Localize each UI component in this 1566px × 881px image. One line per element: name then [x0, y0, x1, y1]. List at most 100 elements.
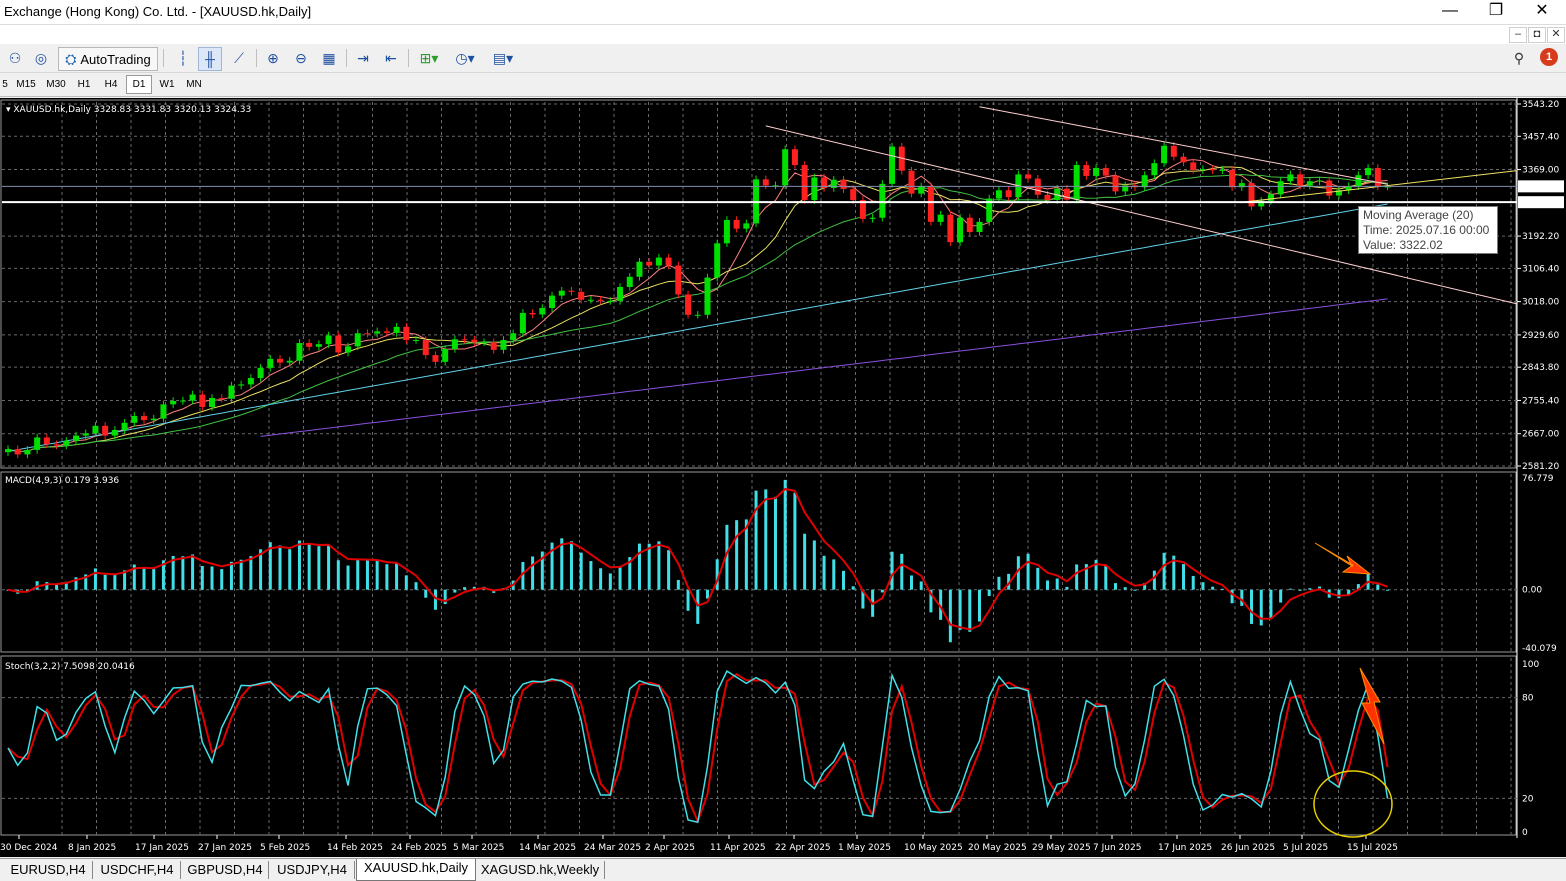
timeframe-h4[interactable]: H4 — [104, 79, 118, 90]
stoch-tick-label: 0 — [1522, 828, 1528, 838]
macd-histogram-bar — [531, 556, 535, 590]
macd-histogram-bar — [1250, 589, 1254, 624]
macd-histogram-bar — [754, 490, 758, 590]
date-label: 29 May 2025 — [1032, 843, 1091, 853]
candlestick-icon[interactable]: ╫ — [198, 47, 222, 71]
candle-body — [918, 186, 925, 194]
maximize-button[interactable]: ❐ — [1488, 2, 1504, 19]
macd-histogram-bar — [599, 568, 603, 590]
candle-body — [238, 384, 245, 386]
candle-body — [976, 221, 983, 233]
price-tick-label: 3457.40 — [1522, 132, 1559, 142]
candle-body — [889, 146, 896, 184]
timeframe-mn[interactable]: MN — [186, 79, 202, 90]
macd-histogram-bar — [443, 589, 447, 605]
timeframe-bar: 5 M15 M30 H1 H4 D1 W1 MN — [0, 73, 1566, 97]
timeframe-m30[interactable]: M30 — [46, 79, 66, 90]
macd-histogram-bar — [191, 554, 195, 590]
tile-windows-icon[interactable]: ▦ — [322, 50, 336, 66]
candle-body — [1345, 186, 1352, 191]
macd-histogram-bar — [705, 589, 709, 599]
moving-average-100 — [7, 203, 1388, 452]
candle-body — [519, 312, 526, 334]
candle-body — [315, 344, 322, 347]
candle-body — [1238, 183, 1245, 188]
price-tick-label: 2667.00 — [1522, 430, 1559, 440]
macd-histogram-bar — [278, 545, 282, 590]
timeframe-d1[interactable]: D1 — [126, 75, 152, 94]
indicators-icon[interactable]: ⊞▾ — [419, 50, 439, 66]
macd-histogram-bar — [1337, 589, 1341, 599]
child-close-button[interactable]: ✕ — [1547, 27, 1565, 43]
date-label: 17 Jan 2025 — [135, 843, 189, 853]
chart-tab[interactable]: EURUSD,H4 — [4, 861, 93, 879]
templates-icon[interactable]: ▤▾ — [492, 50, 514, 66]
chart-shift-icon[interactable]: ⇥ — [357, 50, 369, 66]
macd-histogram-bar — [84, 574, 88, 590]
candle-body — [762, 179, 769, 186]
signals-icon[interactable]: ◎ — [34, 50, 48, 66]
autotrading-button[interactable]: ⛭ AutoTrading — [58, 47, 158, 71]
candle-body — [1287, 174, 1294, 182]
macd-histogram-bar — [1075, 564, 1079, 590]
search-icon[interactable]: ⚲ — [1513, 50, 1525, 66]
candle-body — [1073, 165, 1080, 200]
macd-histogram-bar — [783, 479, 787, 590]
minimize-button[interactable]: — — [1442, 2, 1458, 19]
chart-tab[interactable]: GBPUSD,H4 — [182, 861, 269, 879]
candle-body — [1219, 169, 1226, 171]
chart-tab[interactable]: USDJPY,H4 — [270, 861, 355, 879]
close-button[interactable]: ✕ — [1535, 2, 1549, 19]
macd-histogram-bar — [929, 589, 933, 613]
macd-histogram-bar — [152, 568, 156, 590]
child-minimize-button[interactable]: – — [1509, 27, 1527, 43]
macd-histogram-bar — [171, 555, 175, 590]
timeframe-w1[interactable]: W1 — [159, 79, 175, 90]
periods-icon[interactable]: ◷▾ — [455, 50, 475, 66]
candle-body — [1316, 180, 1323, 182]
candle-body — [1326, 180, 1333, 196]
line-chart-icon[interactable]: ⟋ — [234, 50, 244, 66]
timeframe-5[interactable]: 5 — [2, 79, 8, 90]
price-tick-label: 2929.60 — [1522, 331, 1559, 341]
notification-badge[interactable]: 1 — [1540, 48, 1558, 66]
chart-header: ▾ XAUUSD.hk,Daily 3328.83 3331.83 3320.1… — [6, 105, 251, 115]
candle-body — [597, 299, 604, 301]
chart-tab[interactable]: XAUUSD.hk,Daily — [356, 859, 476, 881]
candle-body — [34, 437, 41, 450]
candle-body — [1355, 175, 1362, 187]
macd-histogram-bar — [735, 520, 739, 590]
candle-body — [1122, 185, 1129, 192]
candle-body — [422, 340, 429, 356]
chart-tab[interactable]: XAGUSD.hk,Weekly — [476, 861, 605, 879]
candle-body — [966, 217, 973, 233]
macd-signal-line — [7, 487, 1388, 631]
candle-body — [859, 200, 866, 219]
candle-body — [82, 433, 89, 436]
candle-body — [685, 294, 692, 315]
macd-histogram-bar — [220, 569, 224, 590]
zoom-out-icon[interactable]: ⊖ — [295, 50, 307, 66]
child-restore-button[interactable]: ◘ — [1528, 27, 1546, 43]
date-label: 27 Jan 2025 — [198, 843, 252, 853]
date-label: 14 Mar 2025 — [519, 843, 576, 853]
candle-body — [374, 331, 381, 334]
zoom-in-icon[interactable]: ⊕ — [267, 50, 279, 66]
macd-histogram-bar — [288, 549, 292, 590]
timeframe-h1[interactable]: H1 — [77, 79, 91, 90]
candle-body — [121, 422, 128, 430]
macd-histogram-bar — [890, 551, 894, 590]
bar-chart-icon[interactable]: ┆ — [178, 50, 188, 66]
candle-body — [471, 339, 478, 343]
macd-histogram-bar — [948, 589, 952, 643]
chart-tab[interactable]: USDCHF,H4 — [94, 861, 181, 879]
date-label: 11 Apr 2025 — [710, 843, 766, 853]
candle-body — [461, 339, 468, 341]
chart-window[interactable]: 3543.20 3457.40 3369.00 3192.20 3106.40 3018.… — [0, 98, 1566, 857]
candle-body — [1384, 186, 1391, 188]
timeframe-m15[interactable]: M15 — [16, 79, 36, 90]
profiles-icon[interactable]: ⚇ — [8, 50, 22, 66]
auto-scroll-icon[interactable]: ⇤ — [385, 50, 397, 66]
macd-histogram-bar — [1016, 556, 1020, 590]
date-label: 22 Apr 2025 — [775, 843, 831, 853]
